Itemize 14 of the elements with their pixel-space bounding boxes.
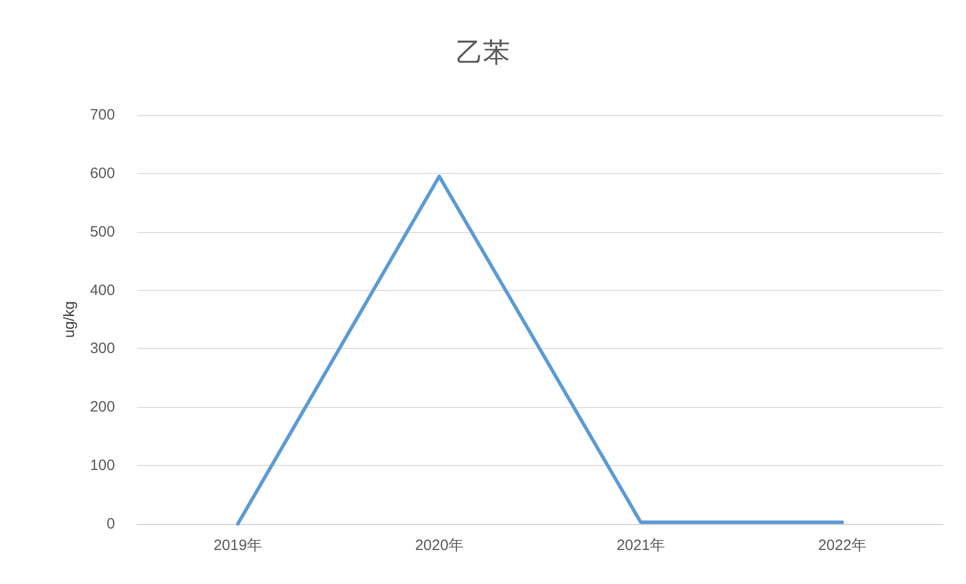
x-tick-label: 2021年	[616, 537, 665, 554]
y-tick-label: 100	[90, 457, 115, 474]
y-tick-label: 600	[90, 164, 115, 182]
y-tick-label: 0	[106, 516, 115, 532]
y-tick-label: 300	[90, 340, 115, 358]
y-tick-label: 400	[90, 282, 115, 299]
x-tick-label: 2020年	[415, 537, 464, 554]
y-tick-label: 500	[90, 223, 115, 240]
y-axis-title: ug/kg	[61, 301, 78, 338]
chart-title: 乙苯	[456, 38, 510, 68]
x-tick-label: 2019年	[214, 537, 262, 554]
y-tick-label: 200	[90, 398, 115, 416]
y-tick-label: 700	[90, 106, 115, 124]
x-tick-label: 2022年	[818, 537, 866, 554]
